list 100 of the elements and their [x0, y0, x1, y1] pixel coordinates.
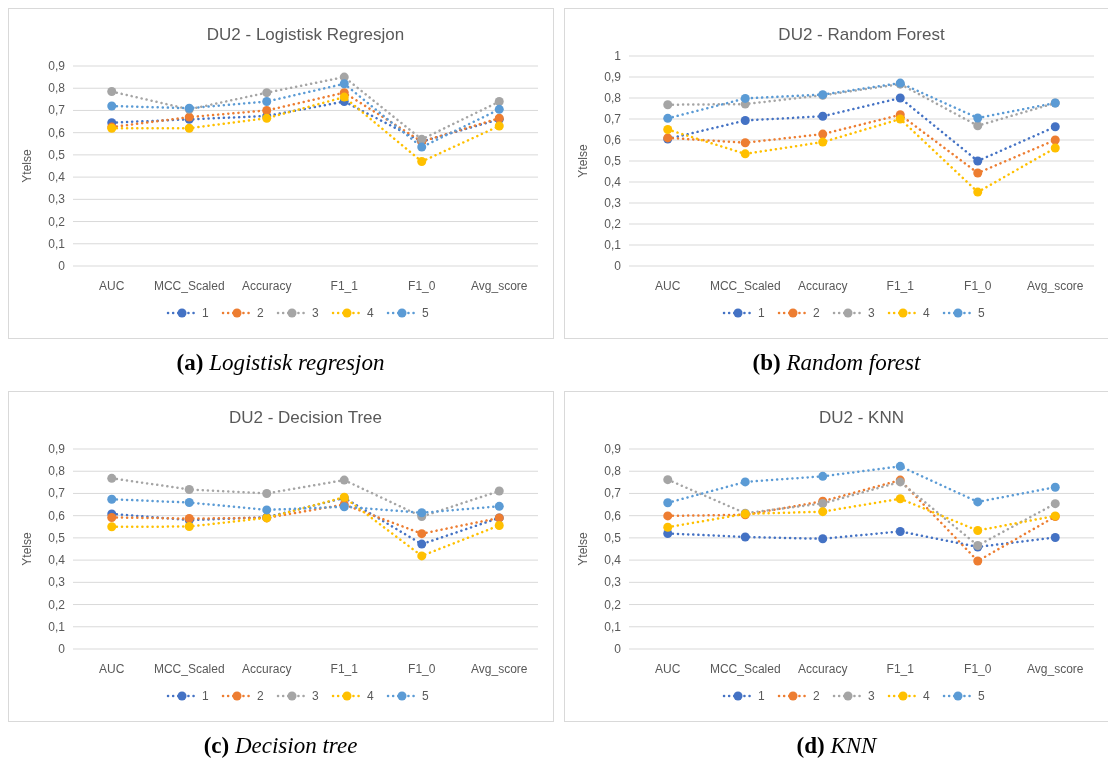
point: [262, 505, 272, 515]
point: [973, 187, 983, 197]
point: [818, 534, 828, 544]
legend-label: 2: [257, 689, 264, 703]
point: [818, 507, 828, 517]
x-tick-label: AUC: [99, 662, 125, 676]
y-tick-label: 0: [614, 259, 622, 273]
x-tick-label: Accuracy: [798, 279, 848, 293]
x-tick-label: AUC: [655, 662, 681, 676]
y-tick-label: 0,5: [604, 154, 622, 168]
point: [494, 97, 504, 107]
point: [339, 79, 349, 89]
y-tick-label: 0,2: [604, 597, 622, 612]
y-tick-label: 0,2: [48, 597, 66, 612]
legend-label: 3: [312, 306, 319, 320]
y-axis-title: Ytelse: [20, 532, 34, 566]
point: [895, 461, 905, 471]
legend-label: 3: [868, 689, 875, 703]
point: [973, 497, 983, 507]
point: [494, 520, 504, 530]
point: [107, 522, 117, 532]
legend-label: 2: [813, 689, 820, 703]
point: [339, 92, 349, 102]
y-tick-label: 0,7: [48, 103, 66, 118]
y-tick-label: 0,4: [604, 175, 622, 189]
y-tick-label: 0,6: [48, 125, 66, 140]
x-tick-label: Avg_score: [1027, 662, 1084, 676]
y-tick-label: 0,8: [604, 91, 622, 105]
legend-label: 5: [978, 689, 985, 703]
x-tick-label: MCC_Scaled: [709, 279, 781, 293]
x-tick-label: F1_1: [330, 662, 359, 676]
point: [107, 494, 117, 504]
point: [184, 123, 194, 133]
point: [663, 100, 673, 110]
y-tick-label: 0,4: [604, 553, 622, 568]
legend-label: 4: [367, 689, 374, 703]
point: [262, 97, 272, 107]
point: [1050, 135, 1060, 145]
point: [494, 486, 504, 496]
legend-label: 2: [257, 306, 264, 320]
point: [973, 556, 983, 566]
point: [1050, 499, 1060, 509]
point: [740, 93, 750, 103]
y-axis-title: Ytelse: [576, 144, 590, 178]
point: [740, 115, 750, 125]
point: [262, 488, 272, 498]
y-tick-label: 0,8: [604, 464, 622, 479]
y-tick-label: 0,9: [604, 70, 622, 84]
y-tick-label: 0,7: [604, 486, 622, 501]
point: [417, 508, 427, 518]
point: [184, 498, 194, 508]
y-tick-label: 0,9: [48, 59, 66, 73]
point: [818, 111, 828, 121]
point: [895, 494, 905, 504]
text: (c) Decision tree: [203, 733, 358, 758]
x-tick-label: AUC: [99, 279, 125, 293]
y-tick-label: 0,2: [48, 214, 66, 229]
point: [740, 149, 750, 159]
x-tick-label: MCC_Scaled: [709, 662, 781, 676]
point: [973, 526, 983, 536]
legend-label: 4: [367, 306, 374, 320]
x-tick-label: MCC_Scaled: [153, 662, 225, 676]
point: [895, 93, 905, 103]
y-tick-label: 1: [614, 49, 622, 63]
y-tick-label: 0,4: [48, 553, 66, 568]
chart-title: DU2 - Decision Tree: [228, 408, 383, 427]
x-tick-label: AUC: [655, 279, 681, 293]
text: (b) Random forest: [752, 350, 922, 375]
y-tick-label: 0,5: [48, 530, 66, 545]
x-tick-label: F1_0: [408, 279, 436, 293]
y-tick-label: 0: [58, 642, 66, 656]
point: [1050, 122, 1060, 132]
y-tick-label: 0,9: [604, 442, 622, 456]
chart-title: DU2 - KNN: [818, 408, 905, 427]
legend-label: 2: [813, 306, 820, 320]
y-tick-label: 0,1: [48, 236, 66, 251]
point: [663, 113, 673, 123]
y-tick-label: 0,1: [48, 619, 66, 634]
legend-label: 5: [422, 689, 429, 703]
x-tick-label: F1_0: [964, 279, 992, 293]
legend-label: 1: [202, 689, 209, 703]
point: [1050, 143, 1060, 153]
x-tick-label: Avg_score: [471, 662, 528, 676]
legend-label: 4: [923, 306, 930, 320]
point: [1050, 532, 1060, 542]
point: [417, 157, 427, 167]
y-tick-label: 0,6: [604, 508, 622, 523]
y-tick-label: 0,5: [604, 530, 622, 545]
point: [740, 477, 750, 487]
point: [262, 105, 272, 115]
y-tick-label: 0,7: [48, 486, 66, 501]
y-tick-label: 0,3: [604, 575, 622, 590]
x-tick-label: Accuracy: [242, 279, 292, 293]
legend-label: 1: [758, 306, 765, 320]
y-tick-label: 0,6: [604, 133, 622, 147]
point: [973, 168, 983, 178]
point: [663, 511, 673, 521]
point: [818, 471, 828, 481]
y-tick-label: 0,8: [48, 464, 66, 479]
point: [818, 137, 828, 147]
